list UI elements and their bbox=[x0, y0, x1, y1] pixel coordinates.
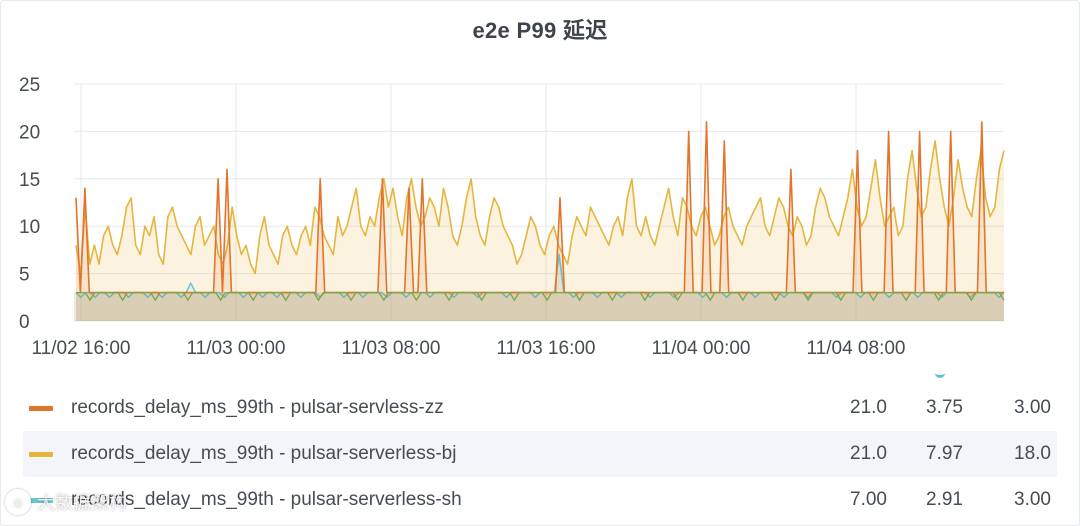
y-tick-label: 0 bbox=[19, 312, 30, 333]
series-avg: 2.91 bbox=[926, 489, 963, 510]
x-tick-label: 11/04 08:00 bbox=[807, 338, 906, 359]
x-tick-label: 11/03 08:00 bbox=[342, 338, 441, 359]
x-tick-label: 11/03 16:00 bbox=[497, 338, 596, 359]
series-avg: 7.97 bbox=[926, 443, 963, 464]
legend-row-bj[interactable]: records_delay_ms_99th - pulsar-serverles… bbox=[23, 431, 1057, 477]
series-current: 3.00 bbox=[1014, 489, 1051, 510]
y-tick-label: 20 bbox=[19, 122, 40, 143]
legend-row-sh[interactable]: records_delay_ms_99th - pulsar-serverles… bbox=[23, 477, 1057, 523]
x-tick-label: 11/04 00:00 bbox=[652, 338, 751, 359]
series-line-1 bbox=[75, 140, 1005, 275]
watermark: ◎ 大数据架构 bbox=[5, 489, 127, 515]
series-max: 21.0 bbox=[850, 397, 887, 418]
series-area-1 bbox=[76, 140, 1004, 321]
x-tick-label: 11/02 16:00 bbox=[32, 338, 131, 359]
logo-icon: ◎ bbox=[5, 489, 31, 515]
panel-title[interactable]: e2e P99 延迟 bbox=[472, 18, 608, 43]
series-label: records_delay_ms_99th - pulsar-serverles… bbox=[71, 443, 457, 464]
series-area-2 bbox=[76, 254, 1004, 321]
watermark-text: 大数据架构 bbox=[37, 493, 127, 513]
series-current: 18.0 bbox=[1014, 443, 1051, 464]
series-color-swatch-sh bbox=[29, 497, 53, 503]
line-chart: 0 5 10 15 20 25 11/02 16:00 11/03 00:00 11/03 08… bbox=[19, 75, 1005, 359]
legend-row-zz[interactable]: records_delay_ms_99th - pulsar-servless-… bbox=[23, 385, 1057, 431]
baseline-band bbox=[74, 292, 1004, 321]
x-tick-label: 11/03 00:00 bbox=[187, 338, 286, 359]
y-tick-label: 10 bbox=[19, 217, 40, 238]
series-label: records_delay_ms_99th - pulsar-serverles… bbox=[71, 489, 462, 510]
series-avg: 3.75 bbox=[926, 397, 963, 418]
series-label: records_delay_ms_99th - pulsar-servless-… bbox=[71, 397, 444, 418]
series-color-swatch-bj bbox=[29, 451, 53, 457]
series-color-swatch-zz bbox=[29, 405, 53, 411]
y-tick-label: 5 bbox=[19, 265, 30, 286]
scroll-hint-icon bbox=[935, 367, 945, 378]
series-area-0 bbox=[76, 121, 1004, 322]
series-max: 21.0 bbox=[850, 443, 887, 464]
series-max: 7.00 bbox=[850, 489, 887, 510]
y-tick-label: 15 bbox=[19, 170, 40, 191]
y-tick-label: 25 bbox=[19, 75, 40, 96]
series-line-green bbox=[76, 291, 1005, 302]
legend-table: records_delay_ms_99th - pulsar-servless-… bbox=[23, 385, 1057, 523]
series-current: 3.00 bbox=[1014, 397, 1051, 418]
